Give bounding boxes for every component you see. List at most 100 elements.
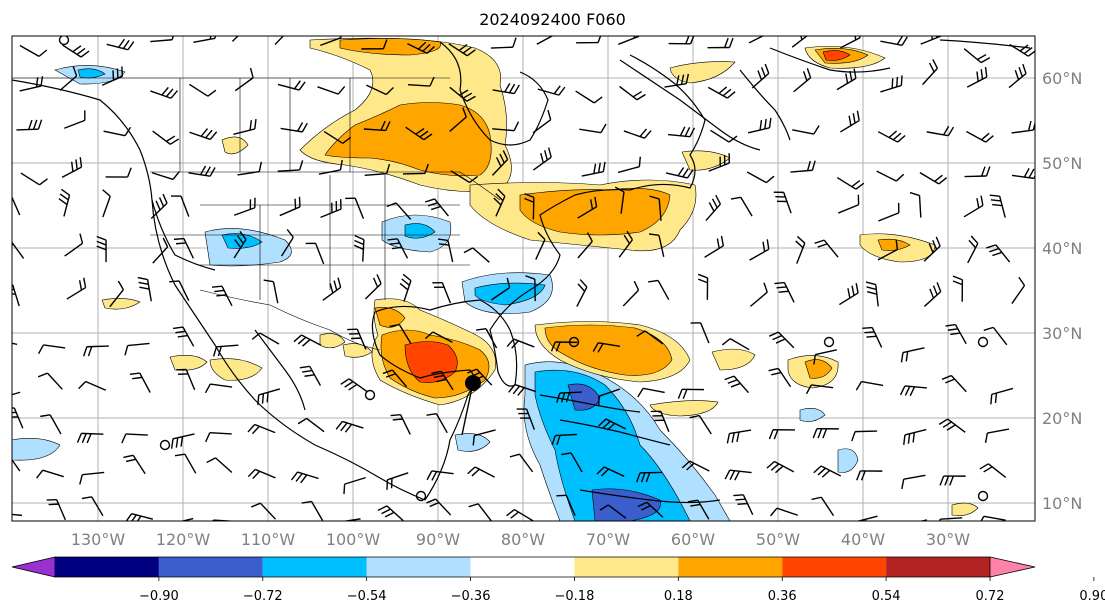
wind-barb	[901, 474, 926, 490]
wind-barb	[963, 195, 984, 218]
colorbar-tick-label: 0.90	[1079, 589, 1105, 604]
wind-barb	[12, 241, 25, 259]
wind-barb	[293, 334, 322, 347]
wind-barb	[96, 235, 107, 263]
wind-barb	[189, 128, 218, 141]
wind-barb	[322, 277, 342, 301]
wind-barb	[551, 433, 578, 446]
wind-barb	[121, 433, 148, 444]
wind-barb	[516, 408, 536, 430]
wind-barb	[851, 430, 878, 442]
wind-barb	[899, 385, 927, 397]
wind-barb	[188, 83, 217, 97]
wind-barb	[687, 499, 710, 520]
colorbar-tick-label: 0.36	[768, 589, 797, 604]
wind-barb	[524, 192, 535, 220]
wind-barb	[648, 279, 670, 301]
latitude-label: 10°N	[1042, 494, 1082, 513]
fill-yellow	[169, 355, 208, 371]
wind-barb	[493, 188, 506, 217]
wind-barb	[40, 414, 62, 435]
wind-barb	[20, 172, 48, 186]
wind-barb	[150, 193, 168, 220]
wind-barb	[12, 513, 23, 517]
longitude-label: 50°W	[756, 530, 800, 549]
wind-barb	[105, 167, 132, 178]
wind-barb	[966, 130, 994, 143]
wind-barb	[176, 368, 196, 391]
wind-barb	[19, 76, 44, 92]
wind-barb	[353, 234, 365, 262]
wind-barb	[151, 171, 180, 181]
wind-barb	[320, 199, 342, 219]
wind-barb	[748, 36, 765, 44]
wind-barb	[708, 153, 730, 172]
wind-barb	[407, 41, 435, 54]
longitude-label: 110°W	[241, 530, 296, 549]
wind-barb	[813, 349, 837, 365]
wind-barb	[926, 125, 955, 137]
wind-barb	[129, 372, 151, 393]
wind-barb	[939, 475, 966, 486]
wind-barb	[561, 452, 583, 473]
wind-barb	[36, 469, 64, 479]
wind-barb	[467, 466, 495, 478]
coastlines	[12, 39, 1031, 504]
wind-barb	[1009, 43, 1035, 57]
wind-barb	[103, 126, 132, 137]
wind-barb	[598, 388, 621, 407]
wind-barb	[900, 347, 925, 363]
wind-barb	[12, 284, 20, 307]
fill-orange	[877, 238, 911, 251]
wind-barb	[576, 36, 602, 44]
wind-barb	[697, 273, 709, 300]
fill-orange	[519, 188, 671, 236]
wind-barb	[426, 470, 454, 481]
wind-barb	[280, 122, 308, 133]
wind-barb	[432, 281, 452, 304]
wind-barb	[347, 328, 367, 350]
wind-barb	[596, 466, 625, 477]
wind-barb	[16, 119, 43, 131]
wind-barb	[234, 67, 254, 92]
calm-circle	[568, 336, 580, 348]
wind-barb	[768, 331, 795, 349]
fill-yellow	[319, 333, 346, 349]
wind-barb	[704, 235, 725, 258]
wind-barb	[335, 420, 364, 433]
wind-barb	[431, 370, 454, 391]
wind-barb	[492, 82, 520, 95]
wind-barb	[766, 460, 795, 474]
wind-barb	[345, 197, 365, 219]
wind-barb	[705, 194, 722, 222]
political-borders	[12, 77, 501, 351]
wind-barb	[64, 110, 86, 129]
wind-barb	[508, 383, 537, 396]
wind-barb	[773, 191, 792, 214]
wind-barb	[150, 36, 174, 43]
longitude-label: 100°W	[326, 530, 381, 549]
wind-barb	[124, 342, 150, 356]
wind-barb	[12, 342, 18, 346]
wind-barb	[525, 275, 536, 302]
wind-barb	[81, 496, 104, 517]
wind-barb	[281, 228, 294, 257]
wind-barb	[575, 90, 603, 104]
wind-barb	[174, 453, 197, 474]
wind-barb	[386, 202, 412, 220]
wind-barb	[188, 165, 216, 177]
wind-barb	[681, 460, 710, 472]
wind-barb	[170, 195, 190, 217]
wind-barb	[449, 107, 467, 132]
fill-yellow	[101, 298, 141, 310]
colorbar-segment	[366, 557, 471, 577]
wind-barb	[62, 44, 90, 58]
wind-barb	[707, 86, 736, 99]
wind-barb	[550, 341, 578, 352]
wind-barb	[877, 239, 899, 261]
longitude-label: 40°W	[841, 530, 885, 549]
wind-barb	[492, 121, 520, 132]
wind-barb	[424, 198, 449, 217]
latitude-label: 20°N	[1042, 409, 1082, 428]
colorbar-tick-label: −0.36	[451, 589, 491, 604]
